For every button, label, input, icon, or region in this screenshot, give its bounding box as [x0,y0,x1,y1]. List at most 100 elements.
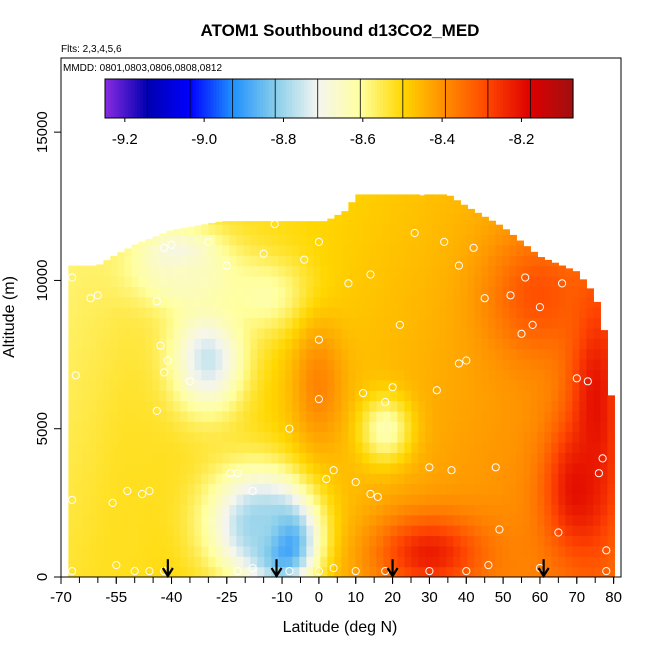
heatmap-cell [453,359,461,370]
heatmap-cell [607,483,615,495]
heatmap-cell [201,390,209,402]
colorbar-segment [397,79,402,118]
heatmap-cell [236,535,244,547]
heatmap-cell [362,525,370,537]
heatmap-cell [68,493,76,505]
heatmap-cell [278,410,286,422]
heatmap-cell [418,504,426,516]
heatmap-cell [180,410,188,422]
heatmap-cell [243,442,251,454]
heatmap-cell [467,359,475,370]
heatmap-cell [439,213,447,225]
heatmap-cell [215,255,223,267]
heatmap-cell [376,514,384,526]
heatmap-cell [152,514,160,526]
heatmap-cell [257,566,265,577]
heatmap-cell [145,535,153,547]
heatmap-cell [390,224,398,236]
heatmap-cell [299,390,307,402]
heatmap-cell [579,359,587,370]
heatmap-cell [586,327,594,339]
heatmap-cell [131,442,139,454]
heatmap-cell [278,307,286,319]
heatmap-cell [572,275,580,287]
heatmap-cell [68,514,76,526]
heatmap-cell [432,410,440,422]
heatmap-cell [187,369,195,381]
heatmap-cell [257,390,265,402]
heatmap-cell [257,504,265,516]
heatmap-cell [362,307,370,319]
observation-point [432,386,441,395]
heatmap-cell [131,379,139,391]
heatmap-cell [264,452,272,464]
heatmap-cell [523,286,531,298]
heatmap-cell [250,275,258,287]
observation-point [86,294,95,303]
colorbar-tick-label: -8.6 [350,131,376,148]
heatmap-cell [222,442,230,454]
colorbar-segment [306,79,311,118]
heatmap-cell [243,338,251,350]
colorbar-segment [540,79,545,118]
heatmap-cell [523,338,531,350]
heatmap-cell [145,462,153,474]
heatmap-cell [432,545,440,557]
heatmap-cell [390,545,398,557]
heatmap-cell [222,221,230,225]
heatmap-cell [229,452,237,464]
heatmap-cell [187,379,195,391]
colorbar-segment [178,79,182,118]
heatmap-cell [334,452,342,464]
heatmap-cell [439,473,447,485]
heatmap-cell [131,566,139,577]
heatmap-cell [551,566,559,577]
heatmap-cell [166,525,174,537]
heatmap-cell [502,431,510,443]
heatmap-cell [173,327,181,339]
heatmap-cell [369,327,377,339]
observation-point [517,329,526,338]
heatmap-cell [404,514,412,526]
observation-point [440,237,449,246]
heatmap-cell [411,514,419,526]
colorbar-segment [227,79,232,118]
heatmap-cell [418,535,426,547]
heatmap-cell [376,327,384,339]
heatmap-cell [481,216,489,225]
heatmap-cell [523,390,531,402]
heatmap-cell [397,224,405,236]
heatmap-cell [306,452,314,464]
heatmap-cell [537,545,545,557]
heatmap-cell [523,431,531,443]
colorbar-segment [406,79,410,118]
heatmap-cell [222,493,230,505]
heatmap-cell [530,473,538,485]
heatmap-cell [453,255,461,267]
heatmap-cell [166,359,174,370]
heatmap-cell [460,556,468,568]
heatmap-cell [390,338,398,350]
heatmap-cell [215,379,223,391]
heatmap-cell [201,244,209,256]
heatmap-cell [285,525,293,537]
heatmap-cell [467,208,475,215]
heatmap-cell [355,504,363,516]
heatmap-cell [341,327,349,339]
colorbar-segment [110,79,115,118]
heatmap-cell [334,566,342,577]
heatmap-cell [327,493,335,505]
heatmap-cell [404,317,412,329]
heatmap-cell [89,265,97,277]
heatmap-cell [229,296,237,308]
heatmap-cell [558,556,566,568]
heatmap-cell [334,400,342,412]
heatmap-cell [397,390,405,402]
heatmap-cell [306,327,314,339]
heatmap-cell [201,504,209,516]
heatmap-cell [397,213,405,225]
heatmap-cell [418,234,426,246]
heatmap-cell [159,275,167,287]
heatmap-cell [516,410,524,422]
colorbar-segment [461,79,466,118]
